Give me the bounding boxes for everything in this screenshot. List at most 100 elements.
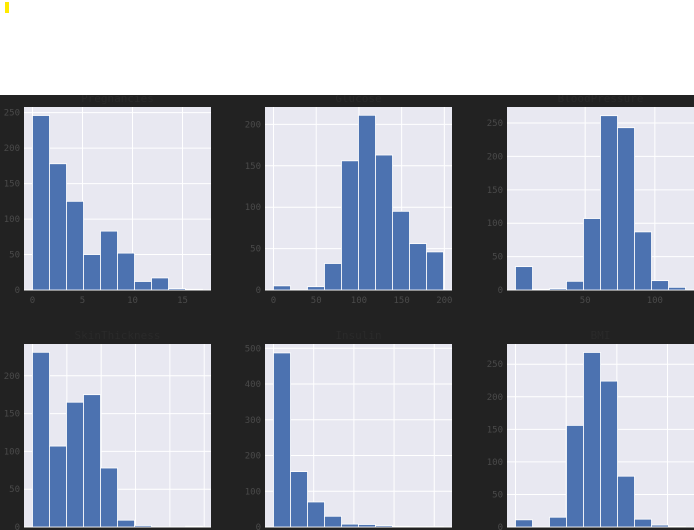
histogram-bar bbox=[583, 352, 601, 528]
histogram-bar bbox=[168, 288, 186, 291]
histogram-bar bbox=[324, 515, 342, 528]
y-tick-label: 100 bbox=[245, 487, 261, 497]
y-tick-label: 50 bbox=[492, 490, 503, 500]
histogram-bar bbox=[566, 425, 584, 528]
histogram-bar bbox=[341, 160, 359, 291]
histogram-bar bbox=[600, 115, 618, 291]
histogram-panel-6: BMI0204060050100150200250 bbox=[487, 329, 694, 530]
x-tick-label: 150 bbox=[394, 296, 410, 306]
histogram-bar bbox=[290, 471, 308, 528]
y-tick-label: 200 bbox=[4, 144, 20, 154]
highlight-marker bbox=[5, 2, 9, 13]
histogram-bar bbox=[307, 286, 325, 291]
panel-title: BMI bbox=[591, 329, 611, 342]
histogram-bar bbox=[600, 380, 618, 528]
histogram-panel-5: Insulin02004006008000100200300400500 bbox=[245, 329, 452, 530]
histogram-bar bbox=[651, 524, 669, 528]
histogram-bar bbox=[549, 288, 567, 291]
y-tick-label: 150 bbox=[245, 162, 261, 172]
y-tick-label: 0 bbox=[15, 286, 20, 296]
histogram-bar bbox=[32, 351, 50, 528]
y-tick-label: 150 bbox=[4, 410, 20, 420]
histogram-bar bbox=[375, 525, 393, 528]
panel-title: Glucose bbox=[335, 95, 381, 105]
x-tick-label: 15 bbox=[177, 296, 188, 306]
histogram-bar bbox=[117, 519, 135, 528]
y-tick-label: 100 bbox=[4, 447, 20, 457]
y-tick-label: 50 bbox=[9, 251, 20, 261]
histogram-bar bbox=[515, 519, 533, 528]
histogram-bar bbox=[117, 252, 135, 291]
y-tick-label: 50 bbox=[9, 485, 20, 495]
y-tick-label: 100 bbox=[487, 219, 503, 229]
y-tick-label: 50 bbox=[492, 253, 503, 263]
histogram-bar bbox=[49, 163, 67, 291]
histogram-panel-3: BloodPressure 50 100 0 50 100 150 200 250 bbox=[487, 95, 694, 306]
histogram-bar bbox=[83, 254, 101, 291]
histogram-bar bbox=[515, 266, 533, 291]
histogram-bar bbox=[341, 523, 359, 528]
histogram-bar bbox=[426, 251, 444, 291]
histogram-bar bbox=[375, 154, 393, 291]
y-tick-label: 50 bbox=[250, 245, 261, 255]
panel-title: Pregnancies bbox=[81, 95, 154, 105]
y-tick-label: 0 bbox=[256, 286, 261, 296]
y-tick-label: 200 bbox=[4, 372, 20, 382]
histogram-bar bbox=[273, 285, 291, 291]
histogram-bar bbox=[583, 218, 601, 291]
histogram-bar bbox=[668, 525, 686, 528]
x-tick-label: 200 bbox=[436, 296, 452, 306]
histogram-bar bbox=[66, 401, 84, 528]
y-tick-label: 200 bbox=[487, 393, 503, 403]
histogram-bar bbox=[49, 445, 67, 528]
x-tick-label: 0 bbox=[271, 296, 276, 306]
panel-title: SkinThickness bbox=[74, 329, 160, 342]
histogram-panel-4: SkinThickness020406080100050100150200 bbox=[4, 329, 211, 530]
histogram-bar bbox=[392, 525, 410, 528]
x-tick-label: 10 bbox=[127, 296, 138, 306]
y-tick-label: 200 bbox=[487, 152, 503, 162]
histogram-bar bbox=[566, 280, 584, 291]
y-tick-label: 250 bbox=[4, 109, 20, 119]
y-tick-label: 100 bbox=[245, 203, 261, 213]
histogram-bar bbox=[634, 518, 652, 528]
histogram-panel-2: Glucose 0 50 100 150 200 0 50 100 150 200 bbox=[245, 95, 453, 306]
y-tick-label: 0 bbox=[498, 286, 503, 296]
y-tick-label: 150 bbox=[4, 180, 20, 190]
histogram-bar bbox=[668, 286, 686, 291]
y-tick-label: 200 bbox=[245, 120, 261, 130]
panel-title: BloodPressure bbox=[557, 95, 643, 105]
x-tick-label: 50 bbox=[311, 296, 322, 306]
y-tick-label: 150 bbox=[487, 425, 503, 435]
x-tick-label: 0 bbox=[30, 296, 35, 306]
x-tick-label: 50 bbox=[580, 296, 591, 306]
x-tick-label: 100 bbox=[647, 296, 663, 306]
y-tick-label: 0 bbox=[256, 523, 261, 530]
histogram-bar bbox=[634, 231, 652, 291]
histogram-bar bbox=[100, 467, 118, 528]
histogram-bar bbox=[83, 394, 101, 528]
histogram-bar bbox=[409, 243, 427, 291]
y-tick-label: 150 bbox=[487, 186, 503, 196]
histogram-bar bbox=[100, 230, 118, 291]
histogram-bar bbox=[549, 516, 567, 528]
histogram-bar bbox=[617, 475, 635, 528]
y-tick-label: 0 bbox=[498, 523, 503, 530]
histogram-bar bbox=[273, 352, 291, 528]
histogram-bar bbox=[358, 524, 376, 528]
y-tick-label: 500 bbox=[245, 344, 261, 354]
panel-title: Insulin bbox=[335, 329, 381, 342]
histogram-bar bbox=[134, 281, 152, 291]
histogram-bar bbox=[185, 288, 203, 291]
histogram-bar bbox=[151, 277, 169, 291]
histogram-bar bbox=[307, 501, 325, 528]
histogram-bar bbox=[66, 200, 84, 291]
y-tick-label: 200 bbox=[245, 452, 261, 462]
histogram-bar bbox=[392, 210, 410, 291]
y-tick-label: 400 bbox=[245, 380, 261, 390]
x-tick-label: 100 bbox=[351, 296, 367, 306]
histogram-bar bbox=[358, 114, 376, 291]
x-tick-label: 5 bbox=[80, 296, 85, 306]
